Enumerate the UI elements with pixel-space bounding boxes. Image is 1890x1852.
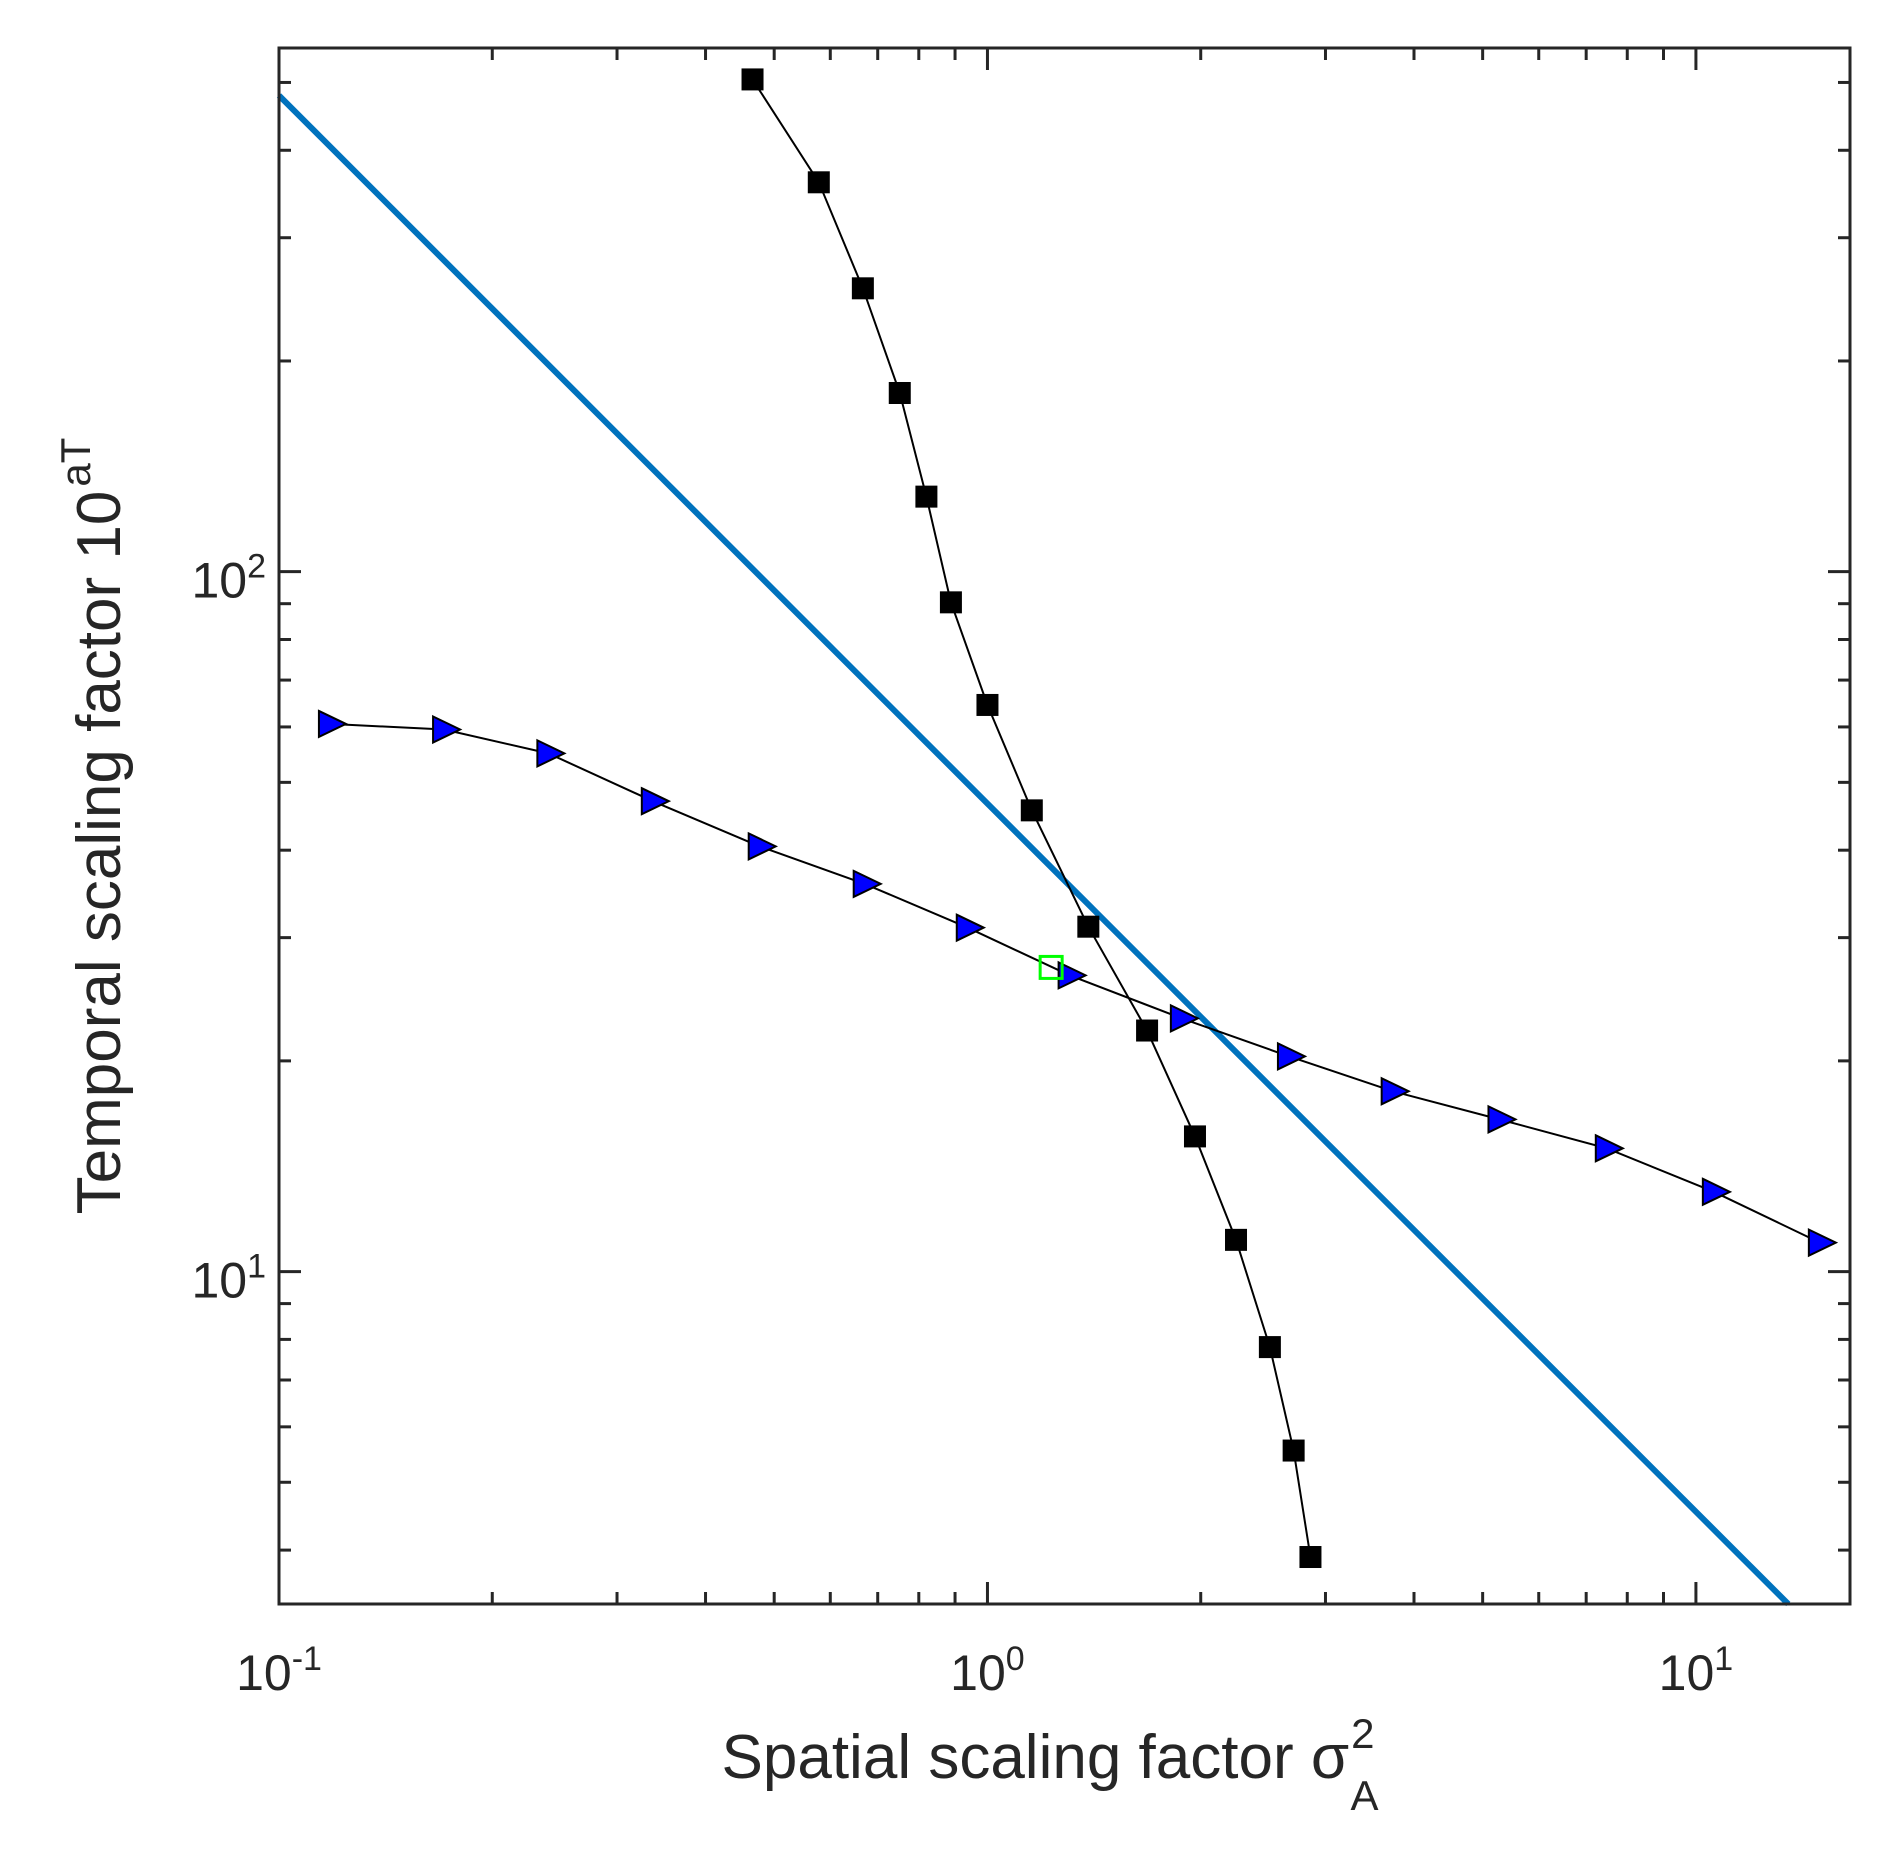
triangle-marker-4 — [747, 831, 779, 862]
square-marker-13 — [1282, 1439, 1305, 1462]
y-tick-label-1: 102 — [191, 548, 266, 609]
triangle-marker-5 — [852, 869, 884, 899]
triangle-marker-2 — [536, 738, 567, 768]
triangle-marker-9 — [1276, 1041, 1308, 1071]
plot-area — [279, 48, 1850, 1604]
triangle-marker-10 — [1380, 1076, 1411, 1106]
black-square-series — [741, 68, 1322, 1569]
square-marker-1 — [807, 171, 830, 194]
x-tick-label-2: 101 — [1659, 1640, 1734, 1701]
square-marker-10 — [1183, 1125, 1206, 1148]
x-tick-label-0: 10-1 — [236, 1640, 322, 1701]
series-layer — [276, 68, 1839, 1607]
blue-fit-line — [276, 93, 1791, 1607]
square-marker-5 — [939, 591, 962, 614]
square-marker-3 — [888, 381, 911, 404]
square-marker-7 — [1020, 799, 1043, 822]
x-tick-label-1: 100 — [950, 1640, 1025, 1701]
triangle-marker-14 — [1807, 1228, 1839, 1258]
square-marker-14 — [1299, 1546, 1322, 1569]
square-marker-9 — [1136, 1019, 1159, 1042]
square-marker-12 — [1258, 1336, 1281, 1359]
square-marker-8 — [1077, 915, 1100, 938]
square-marker-6 — [976, 693, 999, 716]
plot-frame — [277, 46, 1852, 1606]
blue-triangle-series — [317, 709, 1839, 1258]
green-intersection-marker — [1038, 954, 1064, 980]
blue-fit-line-path — [276, 93, 1791, 1607]
square-marker-4 — [915, 485, 938, 508]
y-tick-label-0: 101 — [191, 1248, 266, 1309]
intersection-marker — [1038, 954, 1064, 980]
triangle-marker-0 — [317, 709, 349, 739]
triangle-marker-13 — [1701, 1177, 1733, 1207]
triangle-marker-7 — [1057, 960, 1088, 990]
square-marker-2 — [851, 277, 874, 300]
triangle-marker-1 — [432, 714, 463, 745]
minor-ticks — [279, 48, 1850, 1604]
y-axis-label: Temporal scaling factor 10aT — [52, 438, 134, 1215]
triangle-marker-3 — [640, 786, 672, 816]
square-marker-11 — [1225, 1228, 1248, 1251]
square-marker-0 — [741, 68, 764, 91]
triangle-marker-6 — [955, 913, 987, 943]
triangle-marker-12 — [1594, 1133, 1626, 1163]
triangle-marker-8 — [1169, 1003, 1201, 1033]
x-axis-label: Spatial scaling factor σ2 A — [722, 1710, 1379, 1819]
triangle-marker-11 — [1487, 1104, 1518, 1134]
